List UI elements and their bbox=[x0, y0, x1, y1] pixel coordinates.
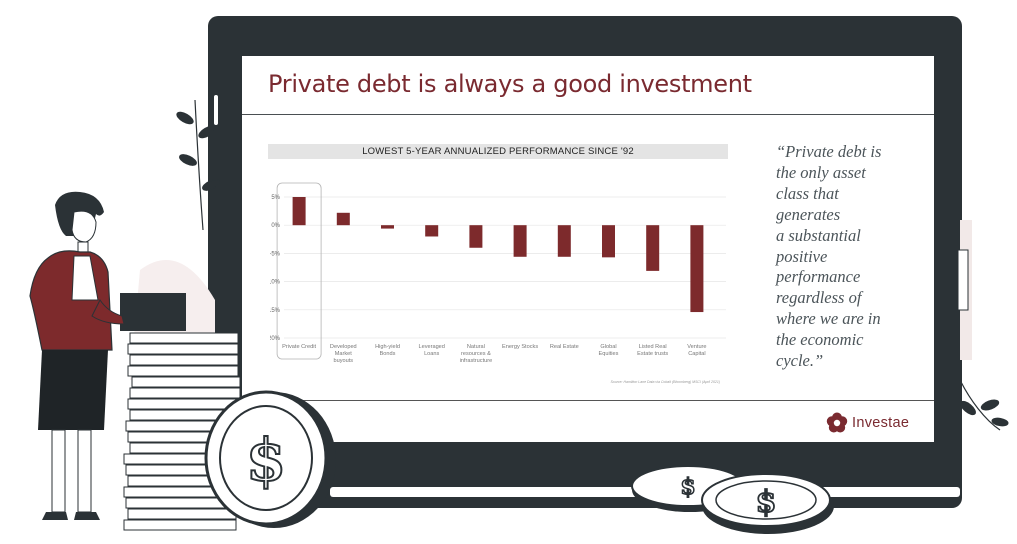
y-tick-label: -15% bbox=[270, 308, 281, 314]
investae-logo: Investae bbox=[826, 410, 909, 436]
x-tick-label-line: Loans bbox=[424, 351, 439, 357]
title-divider bbox=[242, 114, 934, 115]
monitor-power-button bbox=[214, 95, 218, 125]
x-tick-label-line: Listed Real bbox=[639, 344, 667, 350]
x-tick-label-line: Private Credit bbox=[282, 344, 316, 350]
y-axis-ticks: 5% 0% -5% -10% -15% -20% bbox=[270, 195, 281, 342]
x-tick-label-line: Energy Stocks bbox=[502, 344, 538, 350]
x-tick-label-line: Real Estate bbox=[550, 344, 579, 350]
x-tick-label-line: Bonds bbox=[380, 351, 396, 357]
x-tick-label-line: High-yield bbox=[375, 344, 400, 350]
x-tick-label-line: Developed bbox=[330, 344, 357, 350]
monitor-stand bbox=[330, 487, 960, 497]
slide-screen bbox=[242, 56, 934, 442]
logo-wordmark: Investae bbox=[852, 415, 910, 431]
bar bbox=[513, 225, 527, 257]
x-tick-label: Venture Capital bbox=[687, 344, 706, 357]
x-tick-label: Energy Stocks bbox=[502, 344, 538, 350]
x-tick-label: Global Equities bbox=[599, 344, 619, 357]
bar-chart: 5% 0% -5% -10% -15% -20% Private Credit Develo… bbox=[270, 182, 726, 364]
y-tick-label: 0% bbox=[271, 223, 280, 229]
chart-gridlines bbox=[284, 196, 726, 339]
x-tick-label-line: Natural bbox=[467, 344, 485, 350]
x-tick-label-line: buyouts bbox=[334, 358, 354, 364]
y-tick-label: -20% bbox=[270, 336, 281, 342]
x-tick-label-line: Estate trusts bbox=[637, 351, 668, 357]
source-note: Source: Hamilton Lane Data via Cobalt (B… bbox=[610, 380, 720, 384]
highlighted-category-box bbox=[276, 182, 322, 360]
investae-logo-icon bbox=[826, 412, 848, 433]
x-tick-label-line: Leveraged bbox=[418, 344, 444, 350]
x-tick-label: Listed Real Estate trusts bbox=[637, 344, 668, 357]
y-tick-label: 5% bbox=[271, 195, 280, 201]
plant-right bbox=[959, 379, 1009, 431]
bar bbox=[602, 225, 615, 258]
bar bbox=[381, 225, 394, 229]
x-tick-label-line: Global bbox=[600, 344, 616, 350]
slide-title: Private debt is always a good investment bbox=[268, 70, 752, 98]
x-tick-label-line: infrastructure bbox=[460, 358, 493, 364]
x-tick-label: Developed Market buyouts bbox=[330, 344, 357, 364]
x-tick-label-line: Equities bbox=[599, 351, 619, 357]
x-tick-label-line: resources & bbox=[461, 351, 491, 357]
x-tick-label-line: Venture bbox=[687, 344, 706, 350]
bar bbox=[646, 225, 660, 271]
footer-divider bbox=[270, 400, 934, 401]
bar bbox=[469, 225, 483, 248]
x-axis-labels: Private Credit Developed Market buyouts High… bbox=[282, 344, 706, 364]
x-tick-label: High-yield Bonds bbox=[375, 344, 400, 357]
x-tick-label: Leveraged Loans bbox=[418, 344, 444, 357]
businesswoman-illustration bbox=[29, 191, 125, 520]
bar bbox=[292, 197, 306, 226]
x-tick-label-line: Market bbox=[335, 351, 353, 357]
quote-text: “Private debt is the only asset class th… bbox=[776, 142, 882, 371]
chart-bars bbox=[292, 197, 704, 313]
x-tick-label-line: Capital bbox=[688, 351, 705, 357]
bar bbox=[690, 225, 704, 313]
bar bbox=[336, 212, 350, 226]
x-tick-label: Natural resources & infrastructure bbox=[460, 344, 493, 364]
chart-title: LOWEST 5-YEAR ANNUALIZED PERFORMANCE SIN… bbox=[268, 144, 728, 159]
x-tick-label: Private Credit bbox=[282, 344, 316, 350]
x-tick-label: Real Estate bbox=[550, 344, 579, 350]
y-tick-label: -10% bbox=[270, 280, 281, 286]
bar bbox=[557, 225, 571, 257]
bar bbox=[425, 225, 439, 237]
y-tick-label: -5% bbox=[270, 251, 281, 257]
